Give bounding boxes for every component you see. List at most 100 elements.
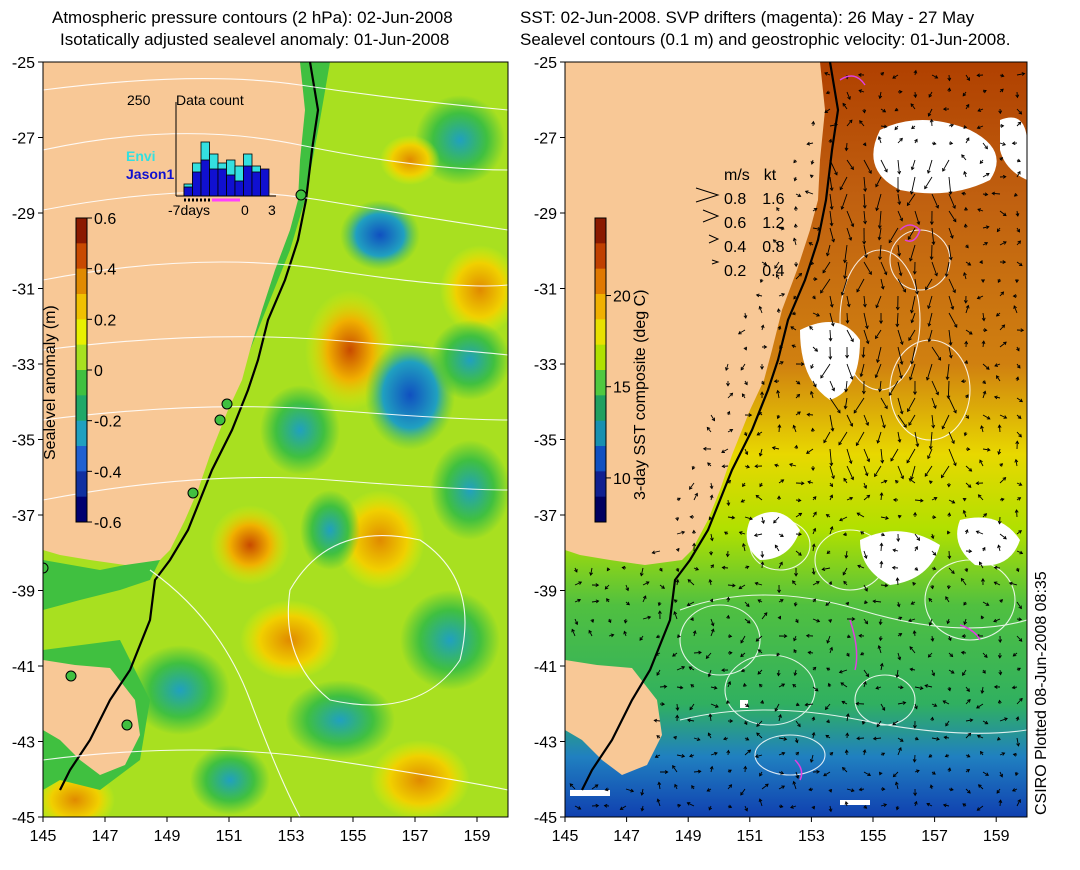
velocity-row-kt: 1.2 — [762, 215, 785, 232]
x-tick-label: 159 — [983, 828, 1010, 845]
inset-bar-jason1 — [251, 171, 261, 197]
colorbar-swatch — [76, 471, 87, 498]
inset-bar-jason1 — [226, 174, 236, 197]
velocity-row-kt: 1.6 — [762, 191, 785, 208]
colorbar-swatch — [76, 319, 87, 346]
land-tasmania — [43, 660, 140, 775]
x-tick-label: 145 — [552, 828, 579, 845]
inset-xtick-end: 3 — [268, 202, 276, 218]
y-tick-label: -43 — [12, 735, 35, 752]
colorbar-tick-label: -0.2 — [94, 414, 122, 431]
velocity-header-ms: m/s — [724, 167, 750, 184]
velocity-row-kt: 0.8 — [762, 239, 785, 256]
velocity-row-ms: 0.2 — [724, 263, 747, 280]
x-tick-label: 151 — [736, 828, 763, 845]
colorbar-tick-label: 0.4 — [94, 262, 116, 279]
y-tick-label: -27 — [534, 131, 557, 148]
inset-bar-jason1 — [183, 186, 193, 197]
y-tick-label: -27 — [12, 131, 35, 148]
inset-bar-jason1 — [209, 168, 219, 197]
right-title-1: SST: 02-Jun-2008. SVP drifters (magenta)… — [520, 8, 975, 27]
x-tick-label: 153 — [798, 828, 825, 845]
colorbar-swatch — [76, 243, 87, 270]
plot-credit: CSIRO Plotted 08-Jun-2008 08:35 — [1033, 571, 1050, 815]
colorbar-swatch — [595, 471, 606, 498]
colorbar-swatch — [595, 319, 606, 346]
colorbar-swatch — [595, 395, 606, 422]
colorbar-tick-label: 20 — [613, 289, 631, 306]
velocity-legend-arrows — [695, 187, 720, 265]
inset-xtick-start: -7days — [168, 202, 211, 218]
colorbar-swatch — [595, 370, 606, 396]
inset-bar-jason1 — [192, 171, 202, 197]
colorbar-swatch — [76, 344, 87, 371]
x-tick-label: 151 — [216, 828, 243, 845]
colorbar-swatch — [595, 294, 606, 320]
velocity-row-ms: 0.8 — [724, 191, 747, 208]
colorbar-tick-label: 15 — [613, 380, 631, 397]
colorbar-swatch — [76, 268, 87, 295]
y-tick-label: -45 — [12, 810, 35, 827]
x-tick-label: 157 — [921, 828, 948, 845]
colorbar-tick-label: 10 — [613, 471, 631, 488]
colorbar-swatch — [76, 446, 87, 472]
y-tick-label: -43 — [534, 735, 557, 752]
y-tick-label: -41 — [534, 659, 557, 676]
y-tick-label: -29 — [12, 206, 35, 223]
y-tick-label: -25 — [12, 55, 35, 72]
left-title-1: Atmospheric pressure contours (2 hPa): 0… — [52, 8, 453, 27]
inset-bar-jason1 — [200, 159, 210, 197]
x-tick-label: 157 — [402, 828, 429, 845]
colorbar-swatch — [76, 395, 87, 422]
y-tick-label: -41 — [12, 659, 35, 676]
inset-bar-jason1 — [243, 165, 253, 197]
x-tick-label: 149 — [154, 828, 181, 845]
land-tasmania-right — [565, 660, 662, 775]
y-tick-label: -35 — [534, 433, 557, 450]
right-colorbar: 20 15 10 — [594, 217, 631, 523]
y-tick-label: -25 — [534, 55, 557, 72]
velocity-legend: m/s kt 0.8 1.6 0.6 1.2 0.4 0.8 0.2 0.4 — [724, 164, 785, 284]
inset-legend-jason1: Jason1 — [126, 166, 175, 182]
velocity-header-kt: kt — [763, 167, 777, 184]
y-tick-label: -37 — [534, 508, 557, 525]
colorbar-swatch — [595, 243, 606, 270]
inset-bar-jason1 — [260, 168, 270, 197]
colorbar-tick-label: -0.4 — [94, 464, 122, 481]
x-tick-label: 155 — [340, 828, 367, 845]
x-tick-label: 145 — [30, 828, 57, 845]
y-tick-label: -33 — [12, 357, 35, 374]
colorbar-swatch — [76, 370, 87, 396]
velocity-row-kt: 0.4 — [762, 263, 785, 280]
x-tick-label: 147 — [92, 828, 119, 845]
y-tick-label: -39 — [534, 584, 557, 601]
right-title-2: Sealevel contours (0.1 m) and geostrophi… — [520, 30, 1011, 49]
y-tick-label: -29 — [534, 206, 557, 223]
inset-bar-jason1 — [217, 168, 227, 197]
colorbar-swatch — [595, 344, 606, 371]
inset-legend-envi: Envi — [126, 148, 156, 164]
inset-xtick-zero: 0 — [241, 202, 249, 218]
colorbar-swatch — [595, 496, 606, 523]
colorbar-swatch — [76, 294, 87, 320]
x-tick-label: 149 — [675, 828, 702, 845]
land-mainland-right — [565, 62, 825, 565]
colorbar-swatch — [595, 446, 606, 472]
y-tick-label: -31 — [12, 282, 35, 299]
colorbar-tick-label: -0.6 — [94, 515, 122, 532]
y-tick-label: -39 — [12, 584, 35, 601]
left-title-2: Isotatically adjusted sealevel anomaly: … — [60, 30, 450, 49]
colorbar-tick-label: 0.6 — [94, 211, 116, 228]
x-tick-label: 147 — [613, 828, 640, 845]
right-colorbar-label: 3-day SST composite (deg C) — [632, 289, 649, 500]
y-tick-label: -45 — [534, 810, 557, 827]
data-count-inset — [175, 102, 276, 202]
colorbar-swatch — [595, 218, 606, 244]
x-tick-label: 159 — [464, 828, 491, 845]
y-tick-label: -33 — [534, 357, 557, 374]
velocity-row-ms: 0.6 — [724, 215, 747, 232]
colorbar-swatch — [76, 420, 87, 447]
inset-title: Data count — [176, 92, 244, 108]
inset-ymax: 250 — [127, 92, 151, 108]
y-tick-label: -35 — [12, 433, 35, 450]
